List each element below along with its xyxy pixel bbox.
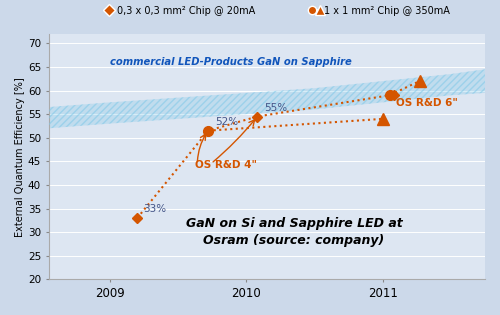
Text: 55%: 55%: [264, 103, 287, 113]
Legend: , 1 x 1 mm² Chip @ 350mA: , 1 x 1 mm² Chip @ 350mA: [306, 2, 454, 20]
Text: GaN on Si and Sapphire LED at
Osram (source: company): GaN on Si and Sapphire LED at Osram (sou…: [186, 217, 402, 247]
Y-axis label: External Quantum Efficiency [%]: External Quantum Efficiency [%]: [15, 77, 25, 237]
Legend: 0,3 x 0,3 mm² Chip @ 20mA: 0,3 x 0,3 mm² Chip @ 20mA: [101, 2, 259, 20]
Text: 33%: 33%: [143, 204, 166, 214]
Text: OS R&D 6": OS R&D 6": [396, 98, 458, 108]
Text: 52%: 52%: [215, 117, 238, 127]
Text: OS R&D 4": OS R&D 4": [194, 160, 256, 170]
Text: commercial LED-Products GaN on Sapphire: commercial LED-Products GaN on Sapphire: [110, 57, 352, 66]
